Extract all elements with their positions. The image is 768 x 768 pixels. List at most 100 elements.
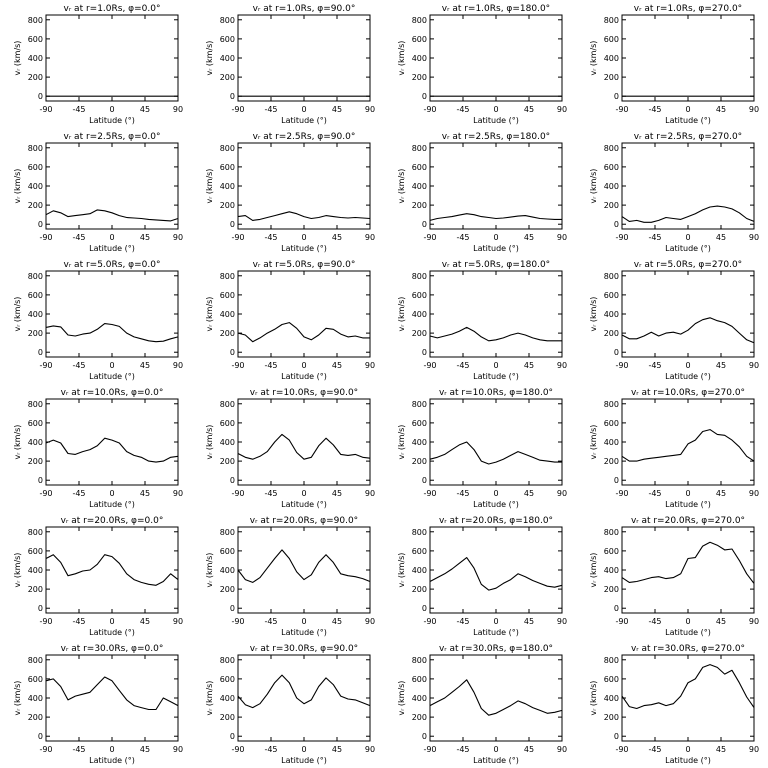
x-tick-label: -45 <box>72 361 85 370</box>
x-tick-label: 90 <box>749 489 759 498</box>
x-axis-label: Latitude (°) <box>89 628 135 637</box>
chart-title: vᵣ at r=1.0Rs, φ=90.0° <box>253 4 356 14</box>
plot-frame <box>621 526 755 614</box>
x-tick-label: -90 <box>39 617 52 626</box>
y-tick-label: 600 <box>28 675 43 684</box>
x-tick-label: 45 <box>524 105 534 114</box>
x-axis-label: Latitude (°) <box>281 116 327 125</box>
y-axis-label: vᵣ (km/s) <box>205 553 214 588</box>
y-tick-label: 800 <box>28 16 43 25</box>
x-tick-label: 0 <box>301 489 306 498</box>
y-tick-label: 600 <box>604 547 619 556</box>
y-axis-label: vᵣ (km/s) <box>589 681 598 716</box>
x-tick-label: -45 <box>72 233 85 242</box>
y-tick-label: 0 <box>614 348 619 357</box>
y-tick-label: 800 <box>604 400 619 409</box>
x-tick-label: 90 <box>557 489 567 498</box>
x-tick-label: 90 <box>365 745 375 754</box>
x-axis-label: Latitude (°) <box>665 372 711 381</box>
y-tick-label: 400 <box>28 566 43 575</box>
x-tick-label: 0 <box>301 233 306 242</box>
x-axis-label: Latitude (°) <box>89 756 135 765</box>
chart-title: vᵣ at r=10.0Rs, φ=0.0° <box>61 388 164 398</box>
x-tick-label: -90 <box>39 745 52 754</box>
x-tick-label: 0 <box>685 233 690 242</box>
x-tick-label: -90 <box>39 105 52 114</box>
chart-title: vᵣ at r=20.0Rs, φ=0.0° <box>61 516 164 526</box>
plot-frame <box>45 14 179 102</box>
y-tick-label: 800 <box>604 144 619 153</box>
x-tick-label: -90 <box>231 361 244 370</box>
y-axis-label: vᵣ (km/s) <box>13 553 22 588</box>
x-tick-label: -90 <box>423 105 436 114</box>
x-tick-label: 90 <box>365 233 375 242</box>
x-tick-label: -90 <box>231 745 244 754</box>
y-tick-label: 800 <box>412 272 427 281</box>
x-tick-label: 90 <box>173 617 183 626</box>
y-tick-label: 400 <box>412 438 427 447</box>
y-tick-label: 400 <box>28 438 43 447</box>
y-tick-label: 600 <box>220 419 235 428</box>
chart-title: vᵣ at r=30.0Rs, φ=180.0° <box>439 644 553 654</box>
x-tick-label: 90 <box>749 617 759 626</box>
x-tick-label: 0 <box>109 105 114 114</box>
data-line <box>429 557 563 591</box>
chart-panel: vᵣ at r=10.0Rs, φ=180.0° -90 -45 0 45 90 0 200 4… <box>397 388 567 509</box>
chart-title: vᵣ at r=1.0Rs, φ=180.0° <box>442 4 550 14</box>
y-tick-label: 600 <box>220 675 235 684</box>
y-axis-label: vᵣ (km/s) <box>589 297 598 332</box>
x-tick-label: 0 <box>109 745 114 754</box>
x-tick-label: -90 <box>423 745 436 754</box>
y-tick-label: 0 <box>38 92 43 101</box>
chart-panel: vᵣ at r=1.0Rs, φ=270.0° -90 -45 0 45 90 0 200 40… <box>589 4 759 125</box>
chart-title: vᵣ at r=2.5Rs, φ=180.0° <box>442 132 550 142</box>
plot-frame <box>237 270 371 358</box>
x-tick-label: -45 <box>264 489 277 498</box>
y-tick-label: 400 <box>412 310 427 319</box>
y-tick-label: 0 <box>614 92 619 101</box>
y-axis-label: vᵣ (km/s) <box>205 169 214 204</box>
x-tick-label: 0 <box>109 361 114 370</box>
y-tick-label: 800 <box>604 16 619 25</box>
data-line <box>237 674 371 709</box>
y-tick-label: 0 <box>230 604 235 613</box>
y-tick-label: 0 <box>422 92 427 101</box>
data-line <box>621 317 755 344</box>
x-tick-label: -90 <box>423 233 436 242</box>
plot-frame <box>237 398 371 486</box>
y-tick-label: 800 <box>604 528 619 537</box>
plot-frame <box>429 654 563 742</box>
y-axis-label: vᵣ (km/s) <box>397 425 406 460</box>
x-tick-label: 45 <box>524 361 534 370</box>
x-axis-label: Latitude (°) <box>281 372 327 381</box>
x-tick-label: 90 <box>557 617 567 626</box>
x-tick-label: 0 <box>301 361 306 370</box>
y-tick-label: 800 <box>28 528 43 537</box>
y-tick-label: 800 <box>412 400 427 409</box>
x-tick-label: 90 <box>173 105 183 114</box>
data-line <box>429 326 562 342</box>
x-tick-label: 45 <box>332 745 342 754</box>
x-tick-label: 45 <box>140 233 150 242</box>
y-tick-label: 800 <box>28 656 43 665</box>
data-line <box>237 211 371 221</box>
y-tick-label: 200 <box>412 329 427 338</box>
x-tick-label: -45 <box>648 105 661 114</box>
y-tick-label: 200 <box>604 201 619 210</box>
y-tick-label: 600 <box>412 419 427 428</box>
data-line <box>621 429 755 462</box>
y-tick-label: 600 <box>28 163 43 172</box>
y-tick-label: 800 <box>220 400 235 409</box>
x-tick-label: 0 <box>301 617 306 626</box>
y-tick-label: 800 <box>412 16 427 25</box>
chart-panel: vᵣ at r=1.0Rs, φ=90.0° -90 -45 0 45 90 0 200 400… <box>205 4 375 125</box>
y-tick-label: 0 <box>422 220 427 229</box>
y-tick-label: 0 <box>38 348 43 357</box>
chart-panel: vᵣ at r=20.0Rs, φ=0.0° -90 -45 0 45 90 0 200 400… <box>13 516 183 637</box>
y-axis-label: vᵣ (km/s) <box>397 553 406 588</box>
chart-panel: vᵣ at r=5.0Rs, φ=90.0° -90 -45 0 45 90 0 200 400… <box>205 260 375 381</box>
chart-title: vᵣ at r=2.5Rs, φ=0.0° <box>64 132 161 142</box>
y-tick-label: 0 <box>422 348 427 357</box>
data-line <box>45 554 179 586</box>
